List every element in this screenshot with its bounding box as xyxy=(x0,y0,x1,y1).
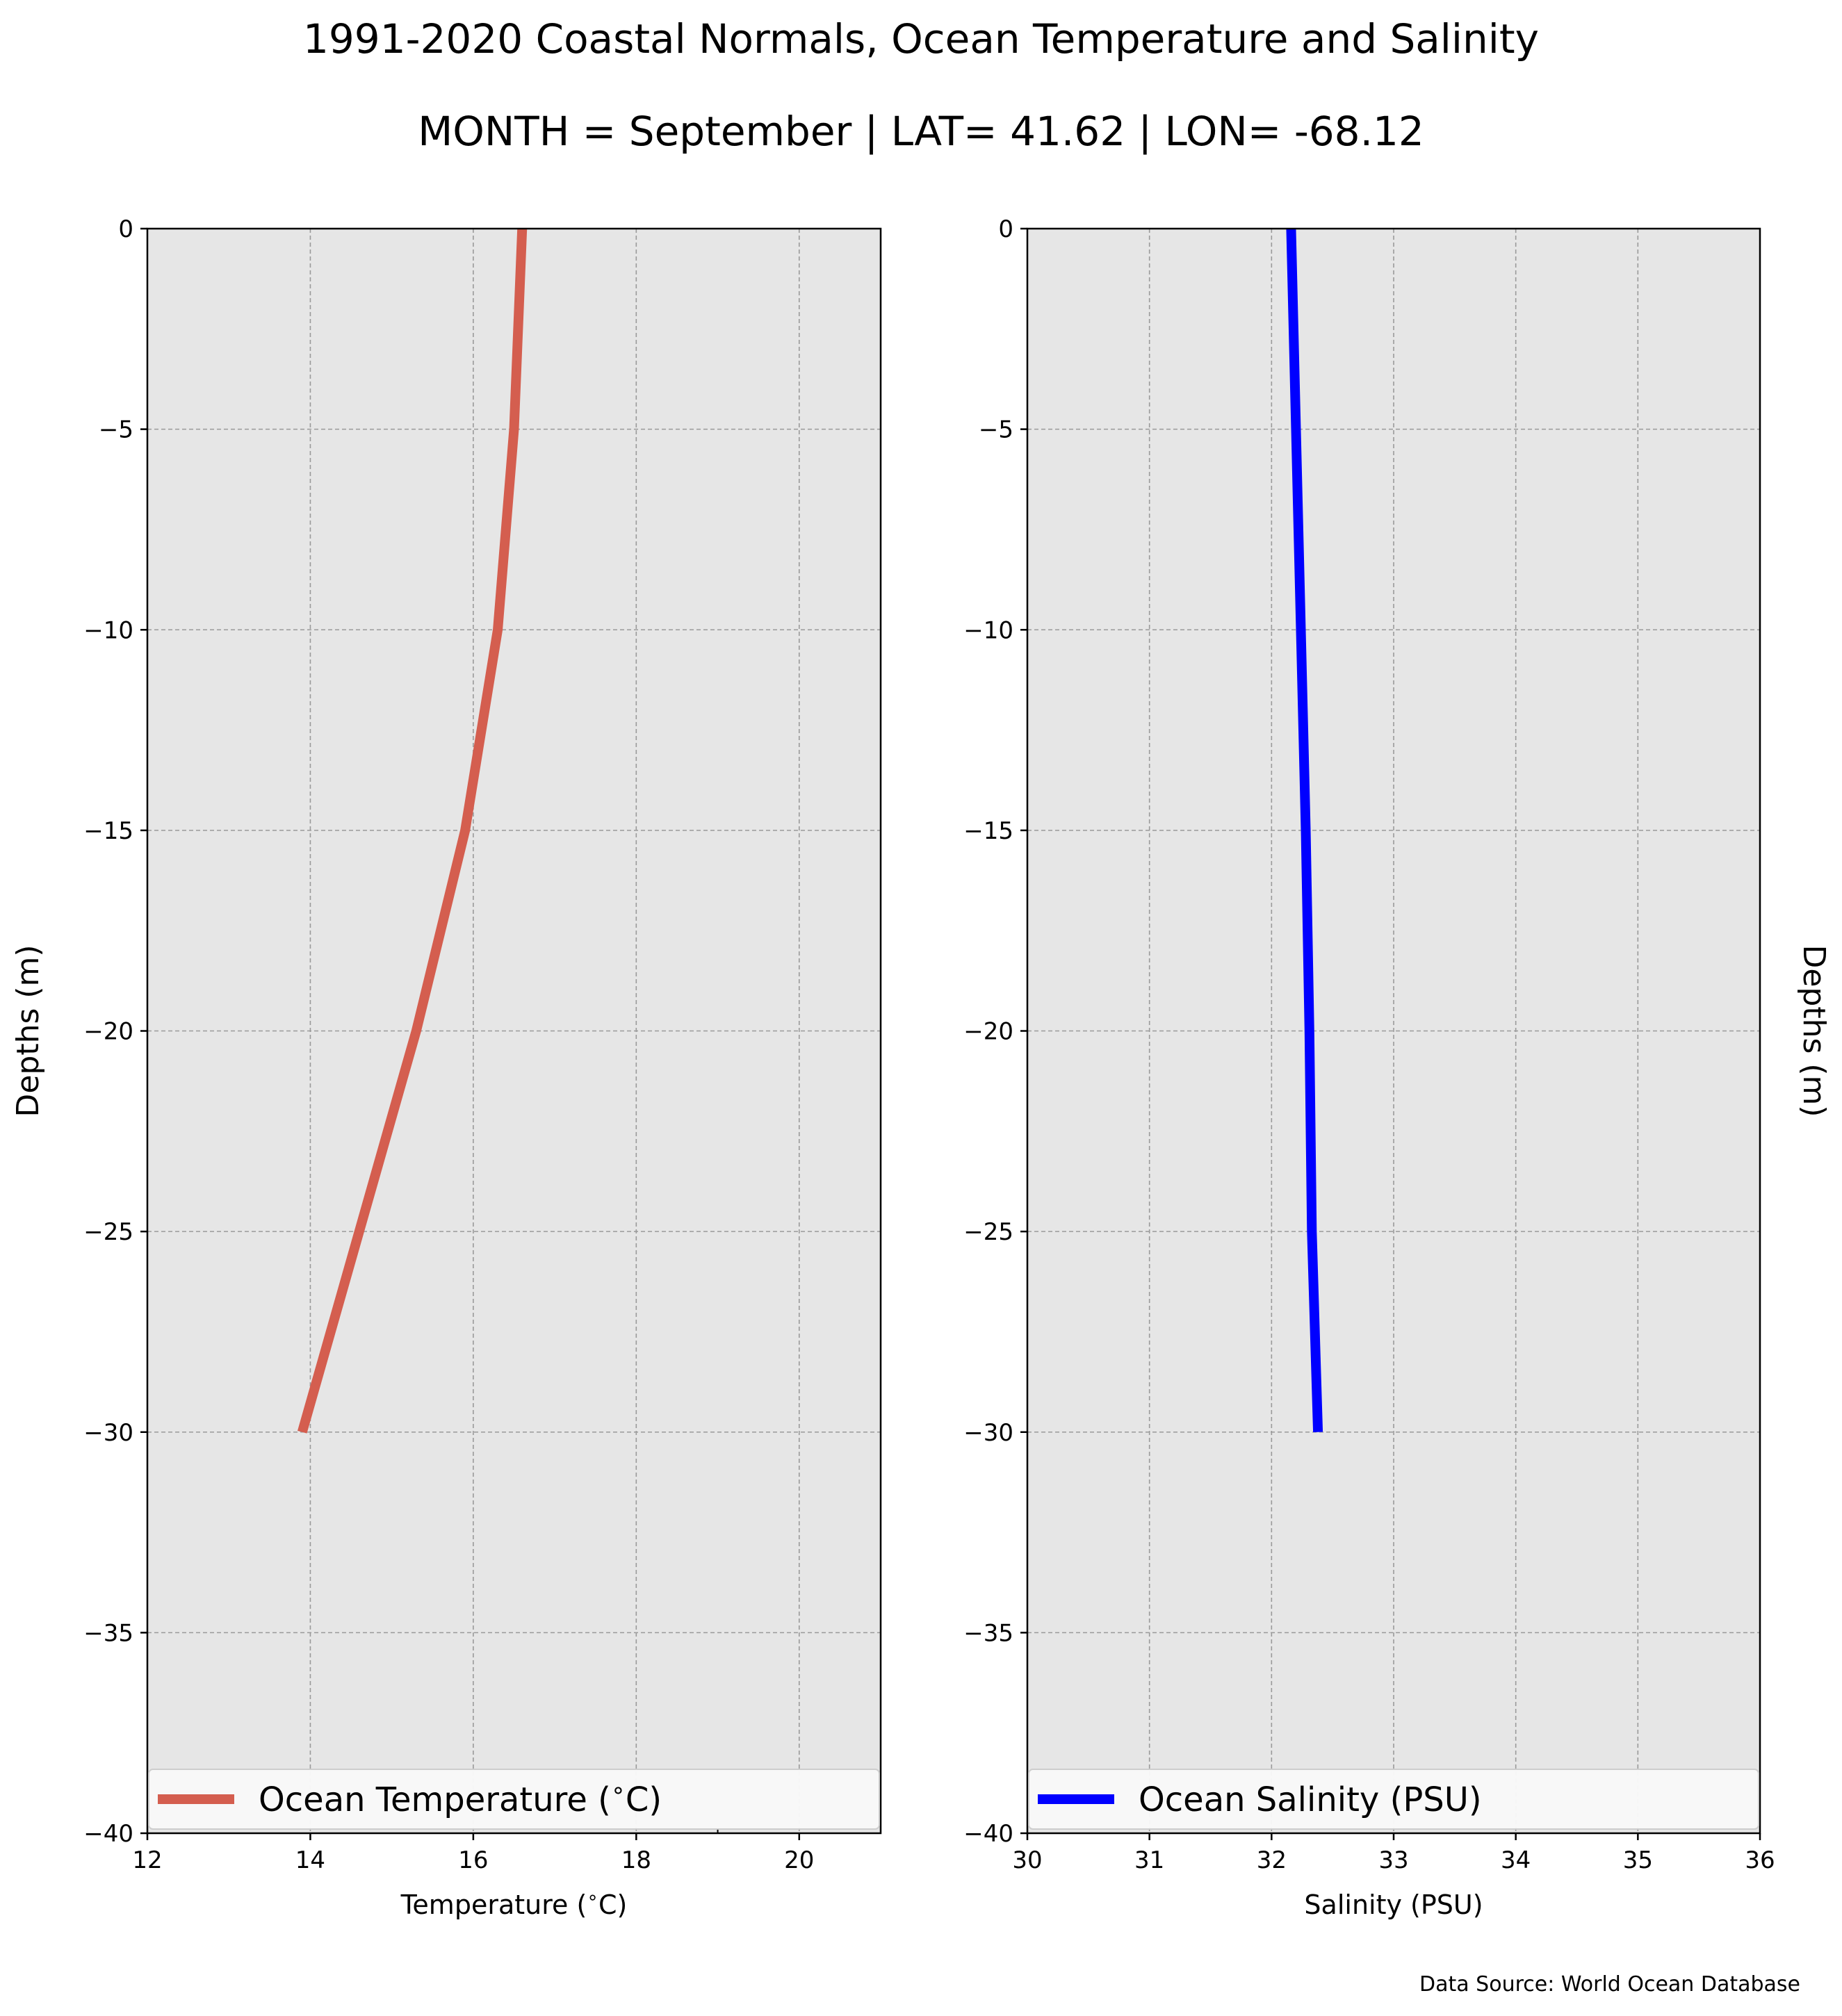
temperature-y-tick-label: −5 xyxy=(99,416,133,444)
salinity-x-axis-label: Salinity (PSU) xyxy=(1304,1890,1483,1920)
page-title: 1991-2020 Coastal Normals, Ocean Tempera… xyxy=(303,15,1539,63)
temperature-x-tick-label: 14 xyxy=(295,1846,325,1874)
salinity-y-tick-label: −25 xyxy=(963,1218,1013,1246)
temperature-y-tick-label: −30 xyxy=(83,1419,133,1447)
temperature-series-line xyxy=(297,228,528,1434)
temperature-x-tick-label: 12 xyxy=(132,1846,162,1874)
temperature-y-tick-label: 0 xyxy=(118,215,133,243)
temperature-x-tick-label: 18 xyxy=(621,1846,651,1874)
salinity-y-tick-label: 0 xyxy=(998,215,1013,243)
temperature-legend-box xyxy=(148,1769,880,1830)
salinity-y-tick-label: −30 xyxy=(963,1419,1013,1447)
salinity-y-tick-label: −35 xyxy=(963,1619,1013,1647)
salinity-y-tick-label: −20 xyxy=(963,1018,1013,1046)
salinity-x-tick-label: 36 xyxy=(1745,1846,1775,1874)
temperature-y-tick-label: −10 xyxy=(83,616,133,644)
salinity-x-tick-label: 32 xyxy=(1257,1846,1287,1874)
data-source-note: Data Source: World Ocean Database xyxy=(1419,1972,1800,1997)
temperature-y-tick-label: −20 xyxy=(83,1018,133,1046)
salinity-panel: 30 31 32 33 34 35 36 0 −5 −10 −15 −20 −25 −30 −35 −40 Sa… xyxy=(963,215,1832,1920)
temperature-y-tick-label: −25 xyxy=(83,1218,133,1246)
temperature-panel: 12 14 16 18 20 0 −5 −10 −15 −20 −25 −30 −35 −40 Temper… xyxy=(10,215,882,1921)
salinity-x-tick-label: 35 xyxy=(1623,1846,1653,1874)
temperature-x-tick-label: 16 xyxy=(458,1846,488,1874)
salinity-y-axis-label: Depths (m) xyxy=(1796,944,1832,1117)
temperature-y-tick-label: −15 xyxy=(83,817,133,845)
salinity-y-tick-label: −10 xyxy=(963,616,1013,644)
salinity-x-tick-label: 30 xyxy=(1012,1846,1042,1874)
salinity-legend-box xyxy=(1028,1769,1759,1830)
salinity-x-tick-label: 34 xyxy=(1501,1846,1531,1874)
salinity-y-tick-label: −15 xyxy=(963,817,1013,845)
temperature-x-axis-label: Temperature (∘C) xyxy=(400,1887,628,1921)
temperature-y-axis-label: Depths (m) xyxy=(10,944,46,1117)
temperature-x-tick-label: 20 xyxy=(784,1846,814,1874)
temperature-y-tick-label: −35 xyxy=(83,1619,133,1647)
salinity-y-tick-label: −5 xyxy=(979,416,1013,444)
salinity-legend-label: Ocean Salinity (PSU) xyxy=(1139,1780,1482,1819)
temperature-y-tick-label: −40 xyxy=(83,1820,133,1848)
page-subtitle: MONTH = September | LAT= 41.62 | LON= -6… xyxy=(418,108,1424,155)
salinity-series-line xyxy=(1286,228,1323,1432)
salinity-x-tick-label: 33 xyxy=(1378,1846,1408,1874)
salinity-x-tick-label: 31 xyxy=(1134,1846,1164,1874)
salinity-y-tick-label: −40 xyxy=(963,1820,1013,1848)
temperature-legend-label: Ocean Temperature (∘C) xyxy=(259,1776,662,1820)
